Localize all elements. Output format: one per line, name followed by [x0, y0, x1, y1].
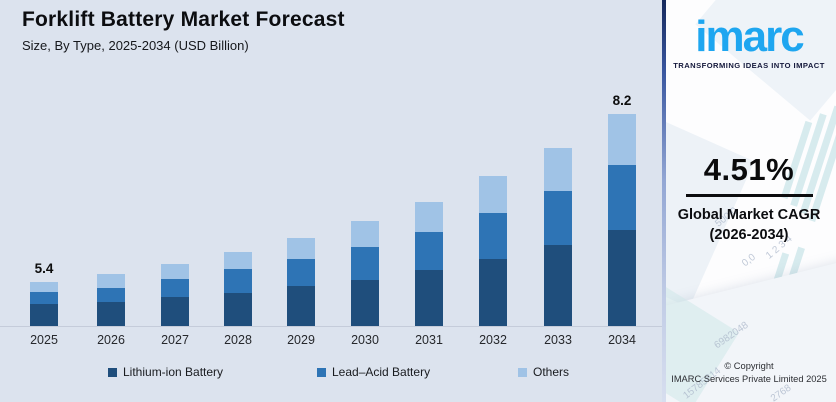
- imarc-logo-text: imarc: [695, 12, 804, 61]
- value-label-2025: 5.4: [34, 261, 54, 276]
- bar-2031: [415, 202, 443, 326]
- value-label-2034: 8.2: [612, 93, 632, 108]
- bar-segment-lithium-ion-battery: [415, 270, 443, 326]
- bar-segment-others: [608, 114, 636, 165]
- bar-segment-others: [287, 238, 315, 259]
- x-tick-2030: 2030: [351, 333, 379, 347]
- bar-segment-lead-acid-battery: [224, 269, 252, 293]
- legend-item-lithium-ion-battery: Lithium-ion Battery: [108, 365, 223, 379]
- bar-segment-lithium-ion-battery: [608, 230, 636, 326]
- legend-label: Others: [533, 365, 570, 379]
- legend-swatch: [317, 367, 326, 377]
- bar-segment-lithium-ion-battery: [287, 286, 315, 326]
- legend-label: Lead–Acid Battery: [332, 365, 431, 379]
- bar-segment-others: [224, 252, 252, 269]
- legend-item-others: Others: [518, 365, 569, 379]
- x-tick-2026: 2026: [97, 333, 125, 347]
- x-tick-2033: 2033: [544, 333, 572, 347]
- decor-bar: [776, 246, 805, 318]
- bar-segment-others: [161, 264, 189, 279]
- plot-area: 2025 5.4 2026 2027 2028 2029 2030 2031 2032 2033 2…: [0, 93, 662, 347]
- legend-item-lead-acid-battery: Lead–Acid Battery: [317, 365, 430, 379]
- bar-segment-others: [544, 148, 572, 191]
- bar-segment-lithium-ion-battery: [161, 297, 189, 326]
- imarc-logo: imarc TRANSFORMING IDEAS INTO IMPACT: [662, 12, 836, 71]
- x-axis-line: [0, 326, 662, 327]
- bar-2029: [287, 238, 315, 326]
- bar-segment-lead-acid-battery: [415, 232, 443, 270]
- x-tick-2031: 2031: [415, 333, 443, 347]
- imarc-logo-tagline: TRANSFORMING IDEAS INTO IMPACT: [673, 61, 825, 70]
- chart-side: Forklift Battery Market Forecast Size, B…: [0, 8, 662, 379]
- right-panel: 500,0 0,0 1 2 3 4 6982048 15785814 2768 imarc…: [662, 0, 836, 402]
- bar-2027: [161, 264, 189, 326]
- bar-segment-lead-acid-battery: [351, 247, 379, 280]
- x-tick-2025: 2025: [30, 333, 58, 347]
- bar-segment-lead-acid-battery: [544, 191, 572, 245]
- bar-2030: [351, 221, 379, 326]
- cagr-block: 4.51% Global Market CAGR (2026-2034): [662, 152, 836, 245]
- bar-segment-lithium-ion-battery: [351, 280, 379, 326]
- bar-segment-lead-acid-battery: [479, 213, 507, 259]
- copyright: © Copyright IMARC Services Private Limit…: [662, 360, 836, 386]
- bar-2033: [544, 148, 572, 326]
- bar-segment-lead-acid-battery: [161, 279, 189, 297]
- bar-2032: [479, 176, 507, 326]
- cagr-divider: [685, 194, 813, 197]
- chart-title: Forklift Battery Market Forecast: [22, 8, 345, 31]
- bar-segment-lithium-ion-battery: [224, 293, 252, 326]
- x-tick-2028: 2028: [224, 333, 252, 347]
- legend-swatch: [108, 367, 117, 377]
- cagr-label-line2: (2026-2034): [709, 227, 789, 243]
- decor-bar: [763, 252, 790, 312]
- x-tick-2034: 2034: [608, 333, 636, 347]
- x-tick-2029: 2029: [287, 333, 315, 347]
- bar-segment-lead-acid-battery: [287, 259, 315, 286]
- bar-segment-others: [97, 274, 125, 288]
- bar-segment-lithium-ion-battery: [97, 302, 125, 326]
- bar-segment-others: [415, 202, 443, 232]
- bar-segment-lead-acid-battery: [97, 288, 125, 302]
- bar-segment-lead-acid-battery: [608, 165, 636, 230]
- bar-segment-lithium-ion-battery: [479, 259, 507, 326]
- bar-2026: [97, 274, 125, 326]
- chart-subtitle: Size, By Type, 2025-2034 (USD Billion): [22, 38, 249, 53]
- cagr-label-line1: Global Market CAGR: [677, 207, 821, 223]
- legend-label: Lithium-ion Battery: [123, 365, 224, 379]
- copyright-line1: © Copyright: [724, 361, 774, 371]
- bar-2025: [30, 282, 58, 326]
- bar-segment-lead-acid-battery: [30, 292, 58, 304]
- legend-swatch: [518, 367, 527, 377]
- watermark-text: 0,0: [740, 251, 758, 270]
- bar-segment-others: [30, 282, 58, 292]
- x-tick-2027: 2027: [161, 333, 189, 347]
- bar-2034: [608, 114, 636, 326]
- watermark-text: 6982048: [712, 319, 751, 352]
- bar-segment-others: [351, 221, 379, 247]
- cagr-value: 4.51%: [703, 152, 795, 187]
- bar-segment-lithium-ion-battery: [30, 304, 58, 326]
- bar-segment-lithium-ion-battery: [544, 245, 572, 326]
- panel-left-edge: [662, 0, 666, 402]
- copyright-line2: IMARC Services Private Limited 2025: [671, 374, 827, 384]
- bar-segment-others: [479, 176, 507, 213]
- bar-2028: [224, 252, 252, 326]
- x-tick-2032: 2032: [479, 333, 507, 347]
